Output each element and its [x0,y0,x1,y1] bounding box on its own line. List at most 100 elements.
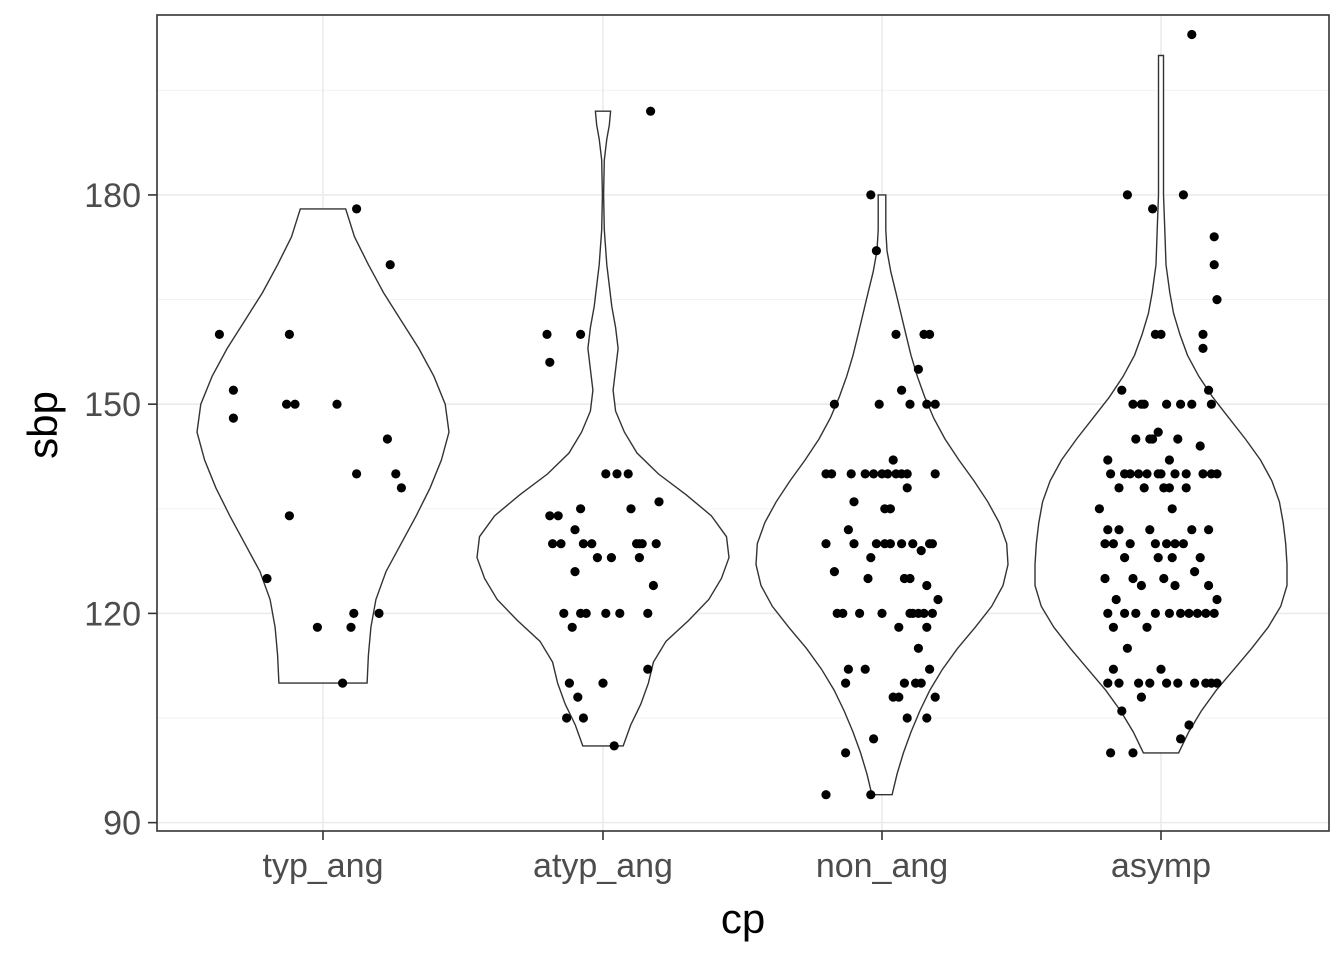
point-non_ang [922,399,932,409]
point-typ_ang [228,385,238,395]
point-atyp_ang [648,580,659,591]
point-non_ang [922,713,932,723]
point-asymp [1176,608,1186,619]
point-non_ang [849,497,859,507]
point-asymp [1100,573,1110,584]
y-tick-label: 120 [84,595,141,633]
point-non_ang [922,622,932,632]
point-asymp [1176,734,1186,744]
point-asymp [1198,469,1208,479]
point-asymp [1156,664,1166,674]
point-asymp [1139,483,1149,493]
point-asymp [1162,678,1172,688]
point-atyp_ang [573,692,583,702]
point-non_ang [821,790,831,800]
point-asymp [1117,385,1127,395]
point-asymp [1187,29,1197,40]
point-non_ang [838,608,848,619]
point-asymp [1206,399,1216,409]
point-asymp [1178,539,1188,549]
point-asymp [1187,525,1197,535]
point-asymp [1176,399,1186,409]
point-non_ang [897,385,907,395]
point-asymp [1190,678,1200,688]
point-asymp [1159,573,1169,584]
point-asymp [1136,692,1146,702]
point-typ_ang [338,678,348,688]
point-non_ang [869,469,879,479]
point-non_ang [897,539,907,549]
point-atyp_ang [581,608,591,619]
point-non_ang [869,734,879,744]
point-atyp_ang [564,678,575,688]
point-asymp [1198,343,1208,353]
point-asymp [1128,748,1138,758]
point-atyp_ang [612,469,622,479]
point-non_ang [874,399,884,409]
point-asymp [1212,594,1222,605]
point-typ_ang [352,204,362,214]
point-asymp [1204,385,1214,395]
point-asymp [1122,190,1132,200]
point-non_ang [829,399,840,409]
point-asymp [1167,553,1177,563]
point-asymp [1190,567,1200,577]
point-asymp [1184,720,1194,730]
point-asymp [1209,608,1219,619]
point-asymp [1108,664,1118,674]
point-atyp_ang [601,608,611,619]
point-atyp_ang [587,539,597,549]
y-axis: 90 120 150 180 [84,177,157,843]
point-group [214,29,1222,800]
point-non_ang [829,567,840,577]
point-typ_ang [391,469,401,479]
y-tick-label: 90 [103,805,141,843]
point-asymp [1103,525,1113,535]
point-non_ang [855,608,865,619]
point-typ_ang [284,511,294,521]
point-non_ang [841,748,851,758]
point-non_ang [888,455,898,465]
point-non_ang [899,678,910,688]
point-asymp [1145,678,1155,688]
point-typ_ang [346,622,356,632]
point-asymp [1128,573,1138,584]
point-asymp [1201,608,1211,619]
point-asymp [1204,580,1214,591]
point-asymp [1131,434,1141,444]
x-tick-label-non_ang: non_ang [816,847,948,885]
point-typ_ang [282,399,292,409]
point-non_ang [902,713,912,723]
point-asymp [1142,622,1152,632]
point-non_ang [913,364,924,374]
point-asymp [1103,455,1113,465]
x-axis-title: cp [721,895,765,942]
point-asymp [1204,525,1214,535]
point-asymp [1170,539,1180,549]
point-non_ang [933,594,943,605]
point-typ_ang [385,260,395,270]
point-non_ang [863,573,873,584]
point-atyp_ang [576,329,586,339]
point-atyp_ang [654,497,664,507]
point-asymp [1108,622,1118,632]
point-atyp_ang [578,539,589,549]
point-asymp [1181,469,1191,479]
y-tick-label: 150 [84,386,141,424]
point-atyp_ang [606,553,617,563]
point-non_ang [877,608,887,619]
point-asymp [1114,483,1124,493]
point-atyp_ang [643,664,653,674]
point-asymp [1114,525,1124,535]
point-typ_ang [374,608,384,619]
x-axis: typ_ang atyp_ang non_ang asymp [263,831,1211,885]
point-asymp [1212,678,1222,688]
point-atyp_ang [567,622,577,632]
point-atyp_ang [576,504,586,514]
point-non_ang [919,608,929,619]
point-asymp [1156,329,1166,339]
point-asymp [1148,434,1158,444]
point-asymp [1103,678,1113,688]
point-asymp [1136,580,1146,591]
point-asymp [1139,399,1149,409]
